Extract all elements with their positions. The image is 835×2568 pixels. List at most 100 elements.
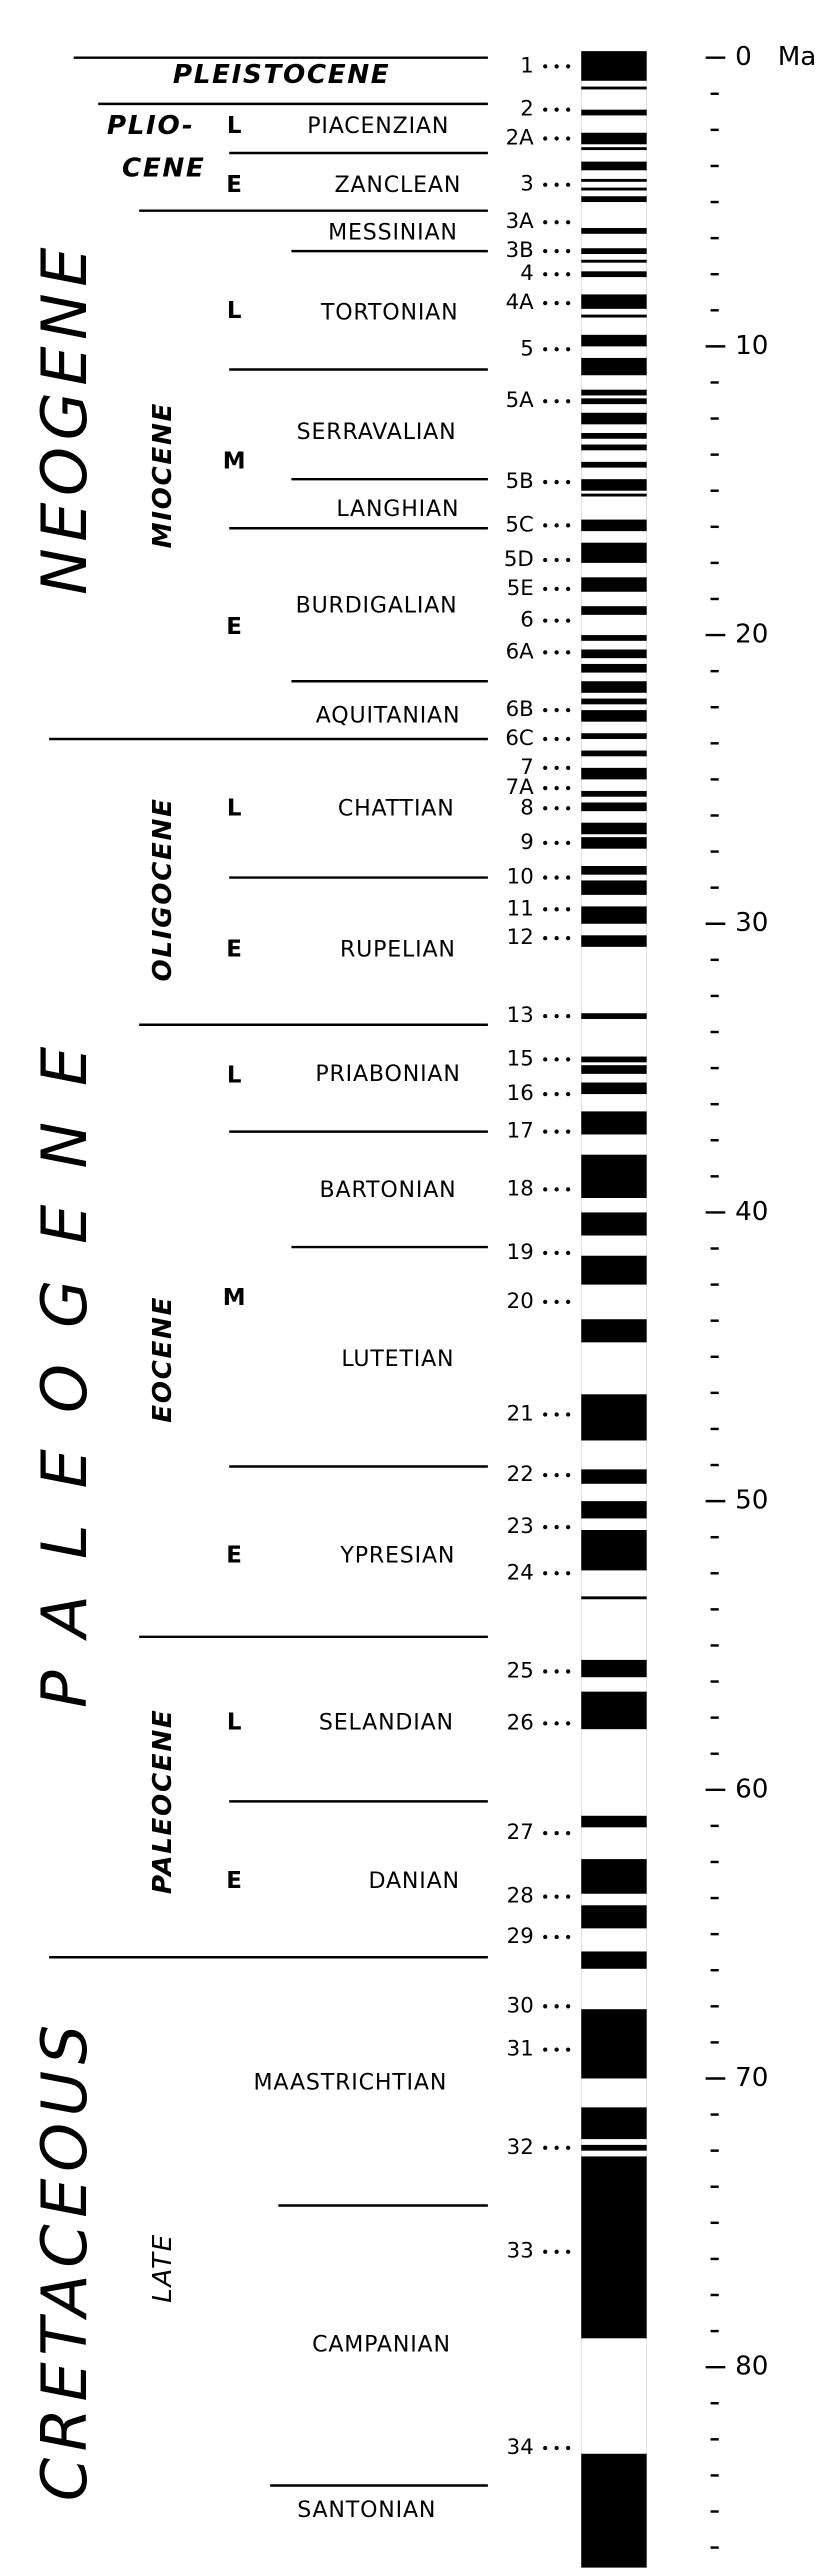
chron-leader	[554, 586, 559, 592]
chron-leader	[554, 936, 559, 941]
epoch-label: LATE	[148, 2233, 178, 2303]
chron-leader	[554, 1473, 559, 1478]
stage-label: SERRAVALIAN	[297, 419, 457, 445]
chron-leader	[554, 1250, 559, 1255]
chron-leader	[554, 907, 559, 912]
tick-label: 20	[735, 620, 768, 650]
chron-leader	[543, 1250, 548, 1255]
chron-leader	[565, 64, 571, 69]
chron-leader	[554, 1187, 559, 1192]
chron-label: 27	[507, 1820, 534, 1845]
chron-leader	[565, 557, 571, 563]
chron-label: 18	[507, 1176, 534, 1201]
stage-label: SANTONIAN	[297, 2497, 436, 2523]
stage-label: LANGHIAN	[336, 496, 459, 522]
tick-label: 0	[735, 42, 752, 72]
chron-label: 2	[520, 97, 534, 122]
reversed-interval	[581, 562, 647, 578]
period-label: NEOGENE	[28, 241, 101, 595]
chron-leader	[565, 1524, 571, 1530]
reversed-interval	[581, 923, 647, 936]
chron-leader	[565, 2047, 571, 2052]
chron-label: 6C	[505, 726, 533, 751]
chron-leader	[554, 479, 559, 485]
chron-leader	[565, 1250, 571, 1255]
chron-label: 30	[507, 1993, 534, 2018]
chron-leader	[554, 736, 559, 742]
chron-leader	[565, 1091, 571, 1097]
chron-label: 22	[507, 1462, 534, 1487]
chron-label: 6	[520, 608, 534, 633]
reversed-interval	[581, 254, 647, 260]
chron-leader	[543, 136, 548, 141]
chron-leader	[554, 2445, 559, 2451]
chron-leader	[554, 1524, 559, 1530]
chron-leader	[565, 1934, 571, 1940]
chron-label: 17	[507, 1119, 534, 1144]
chron-label: 29	[507, 1924, 534, 1949]
chron-leader	[543, 1091, 548, 1097]
chron-label: 5	[520, 336, 534, 361]
chron-label: 16	[507, 1081, 534, 1106]
tick-label: 50	[735, 1486, 768, 1516]
chron-leader	[554, 64, 559, 69]
chron-leader	[554, 220, 559, 225]
reversed-interval	[581, 738, 647, 751]
chron-leader	[565, 1013, 571, 1019]
reversed-interval	[581, 756, 647, 768]
chron-leader	[543, 1473, 548, 1478]
chron-label: 5B	[506, 469, 534, 494]
chron-leader	[565, 2249, 571, 2254]
reversed-interval	[581, 591, 647, 607]
chron-leader	[543, 785, 548, 791]
chron-leader	[554, 248, 559, 254]
chron-label: 7	[520, 755, 534, 780]
chron-leader	[565, 936, 571, 941]
chron-leader	[554, 557, 559, 563]
reversed-interval	[581, 1599, 647, 1660]
reversed-interval	[581, 467, 647, 480]
chron-leader	[543, 1187, 548, 1192]
chron-leader	[543, 650, 548, 655]
chron-leader	[543, 479, 548, 485]
reversed-interval	[581, 308, 647, 315]
reversed-interval	[581, 779, 647, 791]
chron-leader	[554, 182, 559, 187]
chron-leader	[565, 1187, 571, 1192]
stage-label: RUPELIAN	[340, 937, 456, 963]
chron-label: 25	[507, 1658, 534, 1683]
reversed-interval	[581, 874, 647, 881]
reversed-interval	[581, 262, 647, 272]
chron-leader	[565, 523, 571, 528]
reversed-interval	[581, 450, 647, 462]
chron-leader	[543, 1013, 548, 1019]
chron-leader	[565, 785, 571, 791]
epoch-label: PLIO-	[107, 111, 194, 141]
chron-leader	[565, 586, 571, 592]
reversed-interval	[581, 1134, 647, 1155]
chron-leader	[543, 2445, 548, 2451]
chron-leader	[543, 1571, 548, 1576]
reversed-interval	[581, 1235, 647, 1256]
chron-leader	[554, 136, 559, 141]
chron-leader	[543, 875, 548, 880]
chron-leader	[543, 1830, 548, 1836]
chron-leader	[565, 1057, 571, 1062]
epoch-label: CENE	[122, 154, 205, 184]
chron-leader	[543, 840, 548, 846]
reversed-interval	[581, 1729, 647, 1816]
tick-label: 60	[735, 1774, 768, 1804]
axis-unit: Ma	[778, 42, 817, 72]
reversed-interval	[581, 89, 647, 110]
subepoch-label: E	[226, 172, 242, 198]
reversed-interval	[581, 640, 647, 650]
reversed-interval	[581, 848, 647, 867]
reversed-interval	[581, 115, 647, 133]
reversed-interval	[581, 424, 647, 433]
stage-label: DANIAN	[369, 1868, 460, 1894]
chron-leader	[554, 1830, 559, 1836]
chron-leader	[543, 1412, 548, 1417]
chron-leader	[543, 707, 548, 713]
